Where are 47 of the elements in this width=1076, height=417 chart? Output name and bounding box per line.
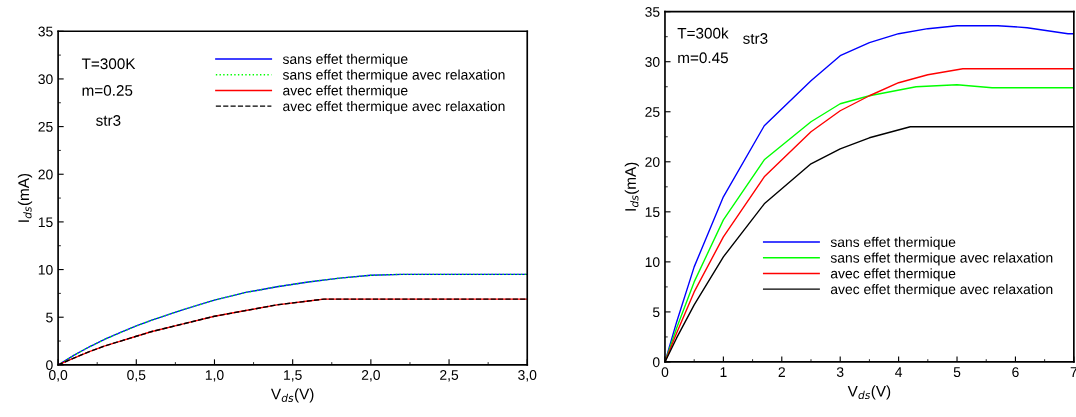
y-tick-label: 25 <box>645 107 660 117</box>
y-tick-label: 20 <box>645 157 660 167</box>
y-tick-label: 10 <box>645 257 660 268</box>
y-tick-label: 20 <box>38 169 53 180</box>
x-tick-label: 1,5 <box>284 370 302 382</box>
y-tick-label: 15 <box>38 217 53 228</box>
legend-label: avec effet thermique avec relaxation <box>283 100 505 114</box>
x-tick-label: 0 <box>661 367 669 378</box>
x-tick-label: 0,5 <box>127 370 146 382</box>
legend-label: sans effet thermique avec relaxation <box>830 252 1053 266</box>
y-tick-label: 30 <box>38 74 53 85</box>
legend-label: sans effet thermique <box>830 236 956 250</box>
y-tick-label: 15 <box>645 207 660 218</box>
x-tick-label: 1 <box>720 367 727 377</box>
legend-label: avec effet thermique avec relaxation <box>830 283 1053 297</box>
annotation: m=0.45 <box>678 52 728 64</box>
y-tick-label: 5 <box>652 307 660 318</box>
annotation: str3 <box>96 115 121 126</box>
y-tick-label: 30 <box>645 57 660 67</box>
y-tick-label: 10 <box>38 264 53 275</box>
x-tick-label: 2 <box>778 367 785 377</box>
x-tick-label: 2,5 <box>440 370 459 382</box>
legend-label: avec effet thermique <box>283 85 408 99</box>
x-axis-title: V$_{ds}$(V) <box>270 388 314 403</box>
annotation: T=300k <box>677 27 729 39</box>
x-tick-label: 4 <box>895 367 903 377</box>
legend-label: sans effet thermique avec relaxation <box>282 69 505 83</box>
y-axis-title: I$_{ds}$(mA) <box>17 173 33 222</box>
legend-label: avec effet thermique <box>830 268 956 282</box>
x-tick-label: 5 <box>953 367 961 378</box>
x-tick-label: 3,0 <box>518 370 537 382</box>
annotation: str3 <box>743 33 768 44</box>
x-tick-label: 2,0 <box>361 370 380 382</box>
y-tick-label: 0 <box>652 357 660 368</box>
annotation: m=0.25 <box>82 85 133 96</box>
x-tick-label: 0,0 <box>48 370 68 382</box>
x-tick-label: 1,0 <box>205 370 224 382</box>
y-tick-label: 35 <box>645 7 660 17</box>
y-tick-label: 35 <box>38 26 53 37</box>
y-tick-label: 25 <box>38 121 53 132</box>
annotation: T=300K <box>81 58 136 70</box>
y-tick-label: 5 <box>46 312 53 323</box>
x-tick-label: 3 <box>836 367 844 378</box>
legend-label: sans effet thermique <box>282 53 408 67</box>
x-axis-title: V$_{ds}$(V) <box>847 385 891 400</box>
y-axis-title: I$_{ds}$(mA) <box>624 162 639 211</box>
x-tick-label: 6 <box>1012 367 1019 378</box>
